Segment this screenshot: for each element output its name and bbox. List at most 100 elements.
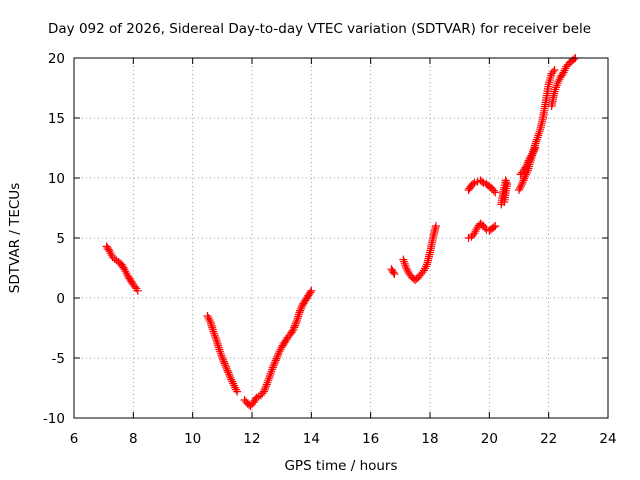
data-point-marker [270,360,279,368]
data-point-marker [515,186,523,194]
data-point-marker [524,156,533,165]
data-point-marker [271,356,280,365]
y-ticks: -10 -5 0 5 10 15 20 [43,51,608,427]
data-point-marker [529,148,538,156]
data-markers [102,54,580,410]
data-point-marker [501,176,510,185]
data-point-marker [119,263,128,272]
data-point-marker [210,331,219,340]
data-point-marker [555,75,564,84]
data-point-marker [402,264,411,272]
data-point-marker [469,180,478,188]
data-point-marker [288,326,297,335]
y-tick-label: 10 [48,171,65,187]
data-point-marker [520,174,529,183]
data-point-marker [262,382,271,391]
data-point-marker [106,249,115,258]
data-point-marker [523,160,532,169]
data-point-marker [233,387,242,396]
data-point-marker [290,323,299,332]
data-point-marker [517,180,526,188]
data-point-marker [218,354,227,362]
x-tick-label: 24 [599,431,616,447]
data-point-marker [225,372,234,380]
data-point-marker [203,312,212,320]
data-point-marker [421,264,430,273]
data-point-marker [390,270,399,278]
data-point-marker [272,354,281,363]
data-point-marker [528,150,537,158]
data-point-marker [219,355,228,364]
data-point-marker [569,55,578,64]
data-point-marker [269,361,278,370]
data-point-marker [470,229,479,238]
data-point-marker [133,286,142,295]
data-point-marker [431,222,440,230]
data-point-marker [228,377,237,386]
data-point-marker [550,66,559,74]
y-tick-label: -5 [52,351,65,367]
data-point-marker [289,325,298,334]
grid-lines [74,58,608,418]
data-point-marker [516,182,525,190]
data-point-marker [121,267,130,276]
data-point-marker [273,352,282,361]
data-point-marker [274,349,283,358]
chart-title: Day 092 of 2026, Sidereal Day-to-day VTE… [48,21,591,37]
data-point-marker [558,70,567,78]
data-point-marker [520,172,529,181]
data-point-marker [291,321,300,330]
data-point-marker [273,351,282,359]
x-tick-label: 20 [481,431,498,447]
data-point-marker [515,184,524,192]
data-point-marker [523,158,532,167]
data-point-marker [519,176,528,185]
data-point-marker [295,308,304,317]
data-point-marker [471,227,480,236]
data-point-marker [559,68,568,77]
data-point-marker [205,316,214,324]
data-point-marker [275,347,284,356]
data-point-marker [491,222,500,230]
x-ticks: 6 8 10 12 14 16 18 20 22 24 [70,58,617,447]
data-point-marker [491,188,500,197]
data-point-marker [297,303,306,311]
data-point-marker [403,266,412,274]
data-point-marker [270,358,279,367]
data-point-marker [307,286,316,295]
data-point-marker [120,265,129,274]
data-point-marker [232,385,241,394]
data-point-marker [220,359,229,368]
data-point-marker [420,266,429,275]
data-point-marker [549,67,558,76]
x-tick-label: 6 [70,431,79,447]
y-tick-label: -10 [43,411,65,427]
x-axis-label: GPS time / hours [284,458,397,474]
data-point-marker [518,178,527,187]
x-tick-label: 12 [243,431,260,447]
data-point-marker [521,163,530,172]
x-tick-label: 8 [129,431,138,447]
x-tick-label: 14 [303,431,320,447]
x-tick-label: 10 [184,431,201,447]
data-point-marker [422,262,431,271]
data-point-marker [534,131,543,140]
data-point-marker [276,345,285,354]
data-point-marker [259,387,268,396]
y-tick-label: 0 [56,291,65,307]
data-point-marker [221,361,230,370]
data-point-marker [522,162,531,170]
y-tick-label: 20 [48,51,65,67]
data-point-marker [531,144,540,152]
data-point-marker [296,304,305,313]
data-point-marker [229,379,238,388]
data-point-marker [204,314,213,322]
data-point-marker [261,384,270,392]
data-point-marker [260,385,269,394]
data-point-marker [224,368,233,377]
x-tick-label: 22 [540,431,557,447]
data-point-marker [219,357,228,366]
data-point-marker [291,319,300,328]
x-tick-label: 16 [362,431,379,447]
